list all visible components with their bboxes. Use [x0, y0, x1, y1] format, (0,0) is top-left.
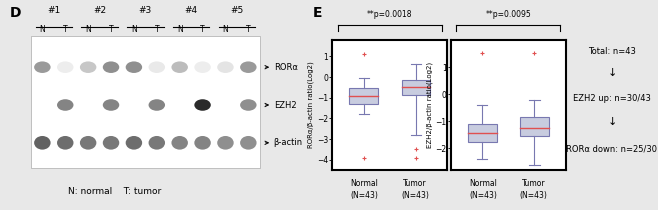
- Bar: [468, 124, 497, 142]
- Y-axis label: EZH2/β-actin ratio(Log2): EZH2/β-actin ratio(Log2): [426, 62, 433, 148]
- Text: (N=43): (N=43): [401, 191, 429, 200]
- Text: Total: n=43: Total: n=43: [588, 47, 636, 56]
- Text: T: T: [63, 25, 68, 34]
- Text: (N=43): (N=43): [469, 191, 497, 200]
- Ellipse shape: [80, 61, 96, 73]
- Text: Normal: Normal: [469, 178, 497, 188]
- Ellipse shape: [217, 136, 234, 150]
- Ellipse shape: [103, 61, 119, 73]
- Ellipse shape: [149, 99, 165, 111]
- Text: (N=43): (N=43): [520, 191, 547, 200]
- Ellipse shape: [172, 61, 188, 73]
- Ellipse shape: [126, 61, 142, 73]
- Ellipse shape: [194, 61, 211, 73]
- Text: N: N: [39, 25, 45, 34]
- Text: Tumor: Tumor: [403, 178, 427, 188]
- Text: N: N: [86, 25, 91, 34]
- Ellipse shape: [57, 99, 74, 111]
- Text: (N=43): (N=43): [351, 191, 378, 200]
- Text: EZH2 up: n=30/43: EZH2 up: n=30/43: [573, 94, 651, 103]
- Text: RORα down: n=25/30: RORα down: n=25/30: [567, 144, 657, 154]
- Text: #2: #2: [93, 6, 106, 15]
- Ellipse shape: [240, 99, 257, 111]
- Ellipse shape: [57, 136, 74, 150]
- Text: T: T: [109, 25, 113, 34]
- Bar: [349, 88, 378, 104]
- Text: E: E: [313, 6, 322, 20]
- Ellipse shape: [149, 136, 165, 150]
- Text: **p=0.0018: **p=0.0018: [367, 10, 413, 19]
- Text: N: N: [131, 25, 137, 34]
- Text: RORα: RORα: [274, 63, 297, 72]
- Text: β-actin: β-actin: [274, 138, 303, 147]
- Ellipse shape: [194, 99, 211, 111]
- Bar: [401, 80, 430, 95]
- Ellipse shape: [240, 61, 257, 73]
- Text: #5: #5: [230, 6, 243, 15]
- Text: ↓: ↓: [607, 117, 617, 127]
- Ellipse shape: [126, 136, 142, 150]
- Ellipse shape: [103, 136, 119, 150]
- Ellipse shape: [34, 136, 51, 150]
- Text: EZH2: EZH2: [274, 101, 296, 109]
- Text: T: T: [155, 25, 159, 34]
- Y-axis label: RORα/β-actin ratio(Log2): RORα/β-actin ratio(Log2): [307, 62, 314, 148]
- Ellipse shape: [149, 61, 165, 73]
- Text: N: N: [222, 25, 228, 34]
- Text: T: T: [200, 25, 205, 34]
- Text: N: N: [177, 25, 182, 34]
- Bar: [520, 117, 549, 136]
- Text: D: D: [9, 6, 21, 20]
- Ellipse shape: [217, 61, 234, 73]
- Text: Tumor: Tumor: [522, 178, 545, 188]
- Bar: [31, 36, 260, 168]
- Text: N: normal    T: tumor: N: normal T: tumor: [68, 187, 161, 196]
- Ellipse shape: [194, 136, 211, 150]
- Text: **p=0.0095: **p=0.0095: [486, 10, 531, 19]
- Ellipse shape: [240, 136, 257, 150]
- Ellipse shape: [80, 136, 96, 150]
- Ellipse shape: [34, 61, 51, 73]
- Text: #4: #4: [184, 6, 197, 15]
- Text: ↓: ↓: [607, 68, 617, 78]
- Ellipse shape: [103, 99, 119, 111]
- Text: #3: #3: [139, 6, 152, 15]
- Text: Normal: Normal: [351, 178, 378, 188]
- Text: #1: #1: [47, 6, 61, 15]
- Text: T: T: [246, 25, 251, 34]
- Ellipse shape: [172, 136, 188, 150]
- Ellipse shape: [57, 61, 74, 73]
